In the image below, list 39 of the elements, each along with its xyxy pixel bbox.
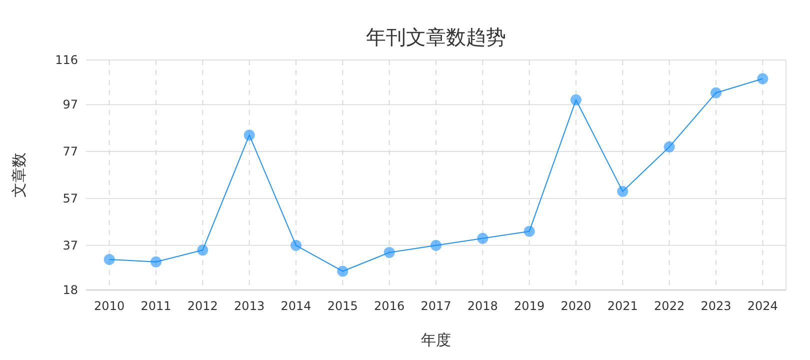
x-axis-title: 年度 — [421, 331, 451, 349]
x-tick-label: 2012 — [187, 299, 218, 313]
point — [104, 254, 115, 265]
x-tick-label: 2010 — [94, 299, 125, 313]
y-tick-label: 57 — [62, 191, 78, 206]
x-tick-label: 2019 — [514, 299, 545, 313]
point — [197, 244, 208, 256]
y-tick-label: 77 — [62, 144, 78, 159]
point — [710, 87, 722, 98]
y-tick-label: 18 — [62, 283, 78, 297]
x-tick-label: 2022 — [654, 299, 685, 313]
x-tick-label: 2023 — [700, 299, 732, 313]
point — [384, 246, 395, 258]
point — [244, 130, 255, 141]
point — [524, 226, 535, 237]
y-tick-label: 37 — [62, 238, 78, 252]
y-tick-label: 116 — [55, 53, 78, 67]
point — [664, 141, 675, 152]
x-tick-label: 2018 — [467, 299, 498, 313]
x-tick-label: 2024 — [747, 299, 778, 313]
y-axis-title: 文章数 — [10, 152, 28, 198]
x-tick-label: 2011 — [140, 299, 172, 313]
chart-title: 年刊文章数趋势 — [366, 25, 506, 49]
point — [477, 232, 488, 244]
point — [757, 73, 768, 84]
x-tick-label: 2016 — [374, 299, 405, 313]
y-tick-label: 97 — [62, 98, 78, 112]
point — [290, 240, 302, 251]
x-tick-label: 2014 — [280, 299, 312, 313]
point — [430, 240, 442, 251]
point — [150, 256, 162, 268]
point — [570, 94, 582, 106]
x-tick-label: 2021 — [607, 299, 638, 313]
point — [337, 266, 348, 277]
x-tick-label: 2013 — [234, 299, 265, 313]
x-tick-label: 2015 — [327, 299, 358, 313]
x-tick-label: 2017 — [420, 299, 452, 313]
point — [617, 186, 628, 197]
x-tick-label: 2020 — [560, 299, 592, 313]
